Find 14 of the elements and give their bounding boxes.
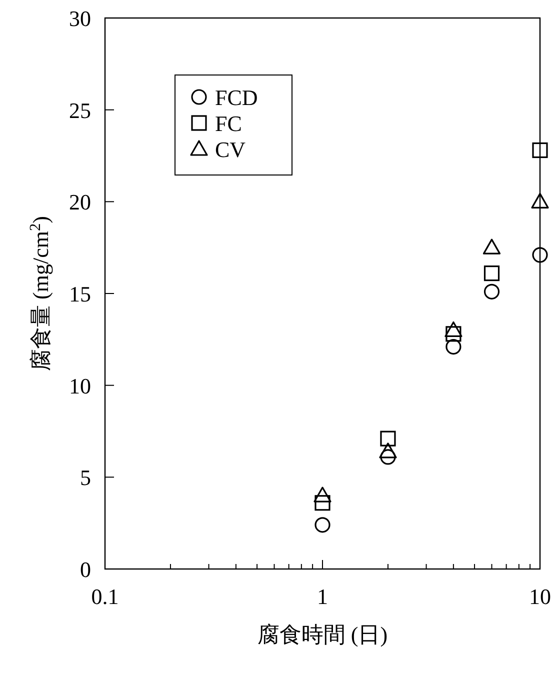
- y-tick-label: 5: [80, 465, 91, 490]
- legend-label: CV: [215, 137, 246, 162]
- y-tick-label: 20: [69, 190, 91, 215]
- x-tick-label: 1: [317, 584, 328, 609]
- y-tick-label: 15: [69, 282, 91, 306]
- x-axis-title: 腐食時間 (日): [257, 622, 388, 647]
- x-tick-label: 10: [529, 584, 551, 609]
- legend-label: FC: [215, 111, 242, 136]
- x-tick-label: 0.1: [91, 584, 119, 609]
- y-tick-label: 0: [80, 557, 91, 582]
- legend-label: FCD: [215, 85, 258, 110]
- y-tick-label: 10: [69, 373, 91, 398]
- y-tick-label: 25: [69, 98, 91, 123]
- y-tick-label: 30: [69, 6, 91, 31]
